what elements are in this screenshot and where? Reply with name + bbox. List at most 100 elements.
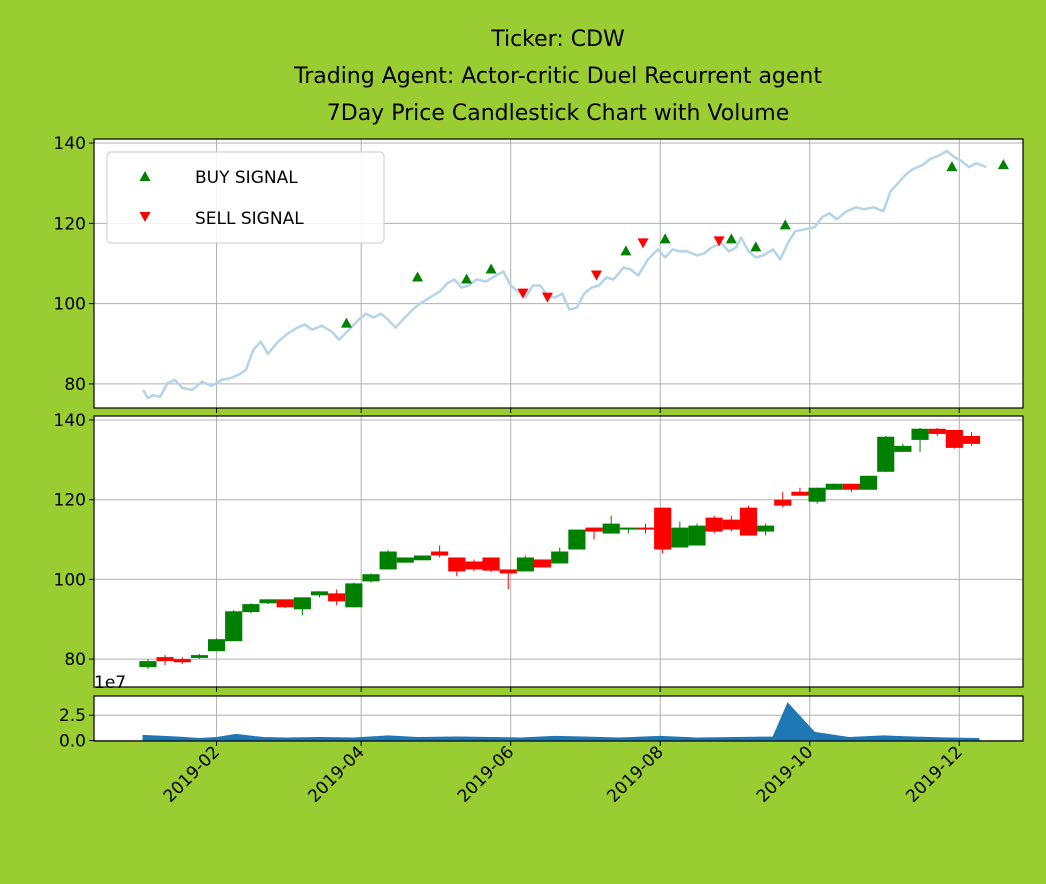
sell-signal-marker — [517, 288, 529, 299]
sell-signal-marker — [590, 270, 602, 281]
candle-body — [190, 655, 208, 658]
x-tick-label: 2019-10 — [753, 742, 817, 806]
x-tick-label: 2019-02 — [160, 742, 224, 806]
candle-body — [671, 527, 689, 548]
buy-signal-marker — [485, 263, 497, 274]
buy-signal-marker — [340, 317, 352, 328]
title-line-3: 7Day Price Candlestick Chart with Volume — [327, 101, 789, 126]
sell-signal-marker — [637, 238, 649, 249]
candle-body — [774, 499, 792, 506]
price-panel-frame — [93, 138, 1024, 409]
candle-body — [242, 604, 260, 613]
y-tick-label: 120 — [54, 491, 86, 511]
candle-body — [173, 659, 191, 663]
candle-panel-frame — [93, 415, 1024, 688]
candle-body — [585, 527, 603, 532]
y-tick-label: 80 — [64, 650, 86, 670]
candle-body — [894, 445, 912, 452]
buy-signal-marker — [750, 241, 762, 252]
y-tick-label: 100 — [54, 295, 86, 315]
legend: BUY SIGNAL SELL SIGNAL — [106, 151, 385, 244]
candle-body — [516, 557, 534, 572]
candle-body — [379, 551, 397, 570]
candle-body — [465, 561, 483, 570]
volume-panel-frame — [93, 695, 1024, 742]
candle-body — [225, 611, 243, 642]
legend-sell-label: SELL SIGNAL — [195, 209, 304, 229]
candle-body — [757, 525, 775, 532]
candle-body — [396, 557, 414, 563]
candle-body — [791, 491, 809, 496]
y-tick-label: 0.0 — [59, 731, 86, 751]
candle-body — [962, 435, 981, 444]
candle-body — [842, 483, 860, 490]
sell-signal-marker — [713, 236, 725, 247]
candle-body — [207, 639, 226, 652]
legend-buy-label: BUY SIGNAL — [195, 168, 298, 188]
candlestick-panel: 80 100 120 140 — [54, 411, 1024, 688]
candle-body — [551, 551, 569, 564]
volume-area — [142, 702, 980, 741]
candle-body — [619, 527, 637, 530]
y-tick-label: 120 — [54, 214, 86, 234]
candle-body — [448, 557, 466, 572]
volume-panel-bg — [94, 696, 1023, 741]
volume-panel: 0.0 2.5 1e7 — [59, 673, 1024, 751]
x-tick-label: 2019-08 — [603, 742, 667, 806]
candle-body — [636, 527, 655, 530]
candle-body — [928, 428, 946, 434]
candle-body — [688, 525, 706, 546]
y-tick-label: 100 — [54, 570, 86, 590]
candle-body — [722, 519, 740, 530]
candle-body — [345, 583, 363, 608]
candle-body — [293, 597, 311, 610]
sell-signal-marker — [541, 292, 553, 303]
legend-buy-marker — [139, 171, 151, 181]
candle-body — [654, 507, 672, 550]
candle-body — [328, 593, 346, 602]
price-signal-panel: 80 100 120 140 BUY SIGNAL SELL SIGNAL — [54, 134, 1024, 409]
candle-body — [156, 657, 174, 662]
buy-signal-marker — [620, 245, 632, 256]
candle-body — [859, 475, 878, 490]
x-tick-label: 2019-06 — [454, 742, 518, 806]
y-tick-label: 80 — [64, 375, 86, 395]
candle-body — [602, 523, 620, 534]
candle-body — [945, 429, 963, 448]
y-tick-label: 2.5 — [59, 706, 86, 726]
candle-body — [568, 529, 586, 550]
title-line-2: Trading Agent: Actor-critic Duel Recurre… — [293, 64, 822, 89]
candle-body — [139, 661, 157, 668]
x-tick-label: 2019-12 — [902, 742, 966, 806]
candle-body — [705, 517, 723, 532]
buy-signal-marker — [725, 233, 737, 244]
candle-body — [911, 428, 929, 440]
buy-signal-marker — [412, 271, 424, 282]
candle-grid: 80 100 120 140 — [54, 411, 1023, 687]
candle-body — [482, 557, 500, 571]
buy-signal-marker — [779, 219, 791, 230]
legend-sell-marker — [139, 212, 151, 222]
candle-body — [431, 551, 449, 556]
buy-signal-marker — [461, 273, 473, 284]
candle-body — [808, 487, 826, 502]
buy-signal-marker — [997, 159, 1009, 170]
candle-body — [362, 574, 380, 582]
y-tick-label: 140 — [54, 134, 86, 154]
candle-body — [877, 436, 895, 472]
volume-marks — [142, 702, 980, 741]
price-marks — [141, 149, 1009, 400]
candle-body — [499, 569, 517, 574]
candle-body — [276, 599, 294, 608]
price-line — [141, 149, 987, 400]
y-tick-label: 140 — [54, 411, 86, 431]
x-tick-label: 2019-04 — [304, 742, 368, 806]
title-line-1: Ticker: CDW — [490, 27, 625, 52]
candle-body — [533, 559, 552, 568]
buy-signal-marker — [946, 161, 958, 172]
candle-body — [259, 599, 277, 604]
legend-box — [106, 151, 385, 244]
candle-body — [413, 555, 432, 561]
candle-body — [825, 483, 843, 490]
